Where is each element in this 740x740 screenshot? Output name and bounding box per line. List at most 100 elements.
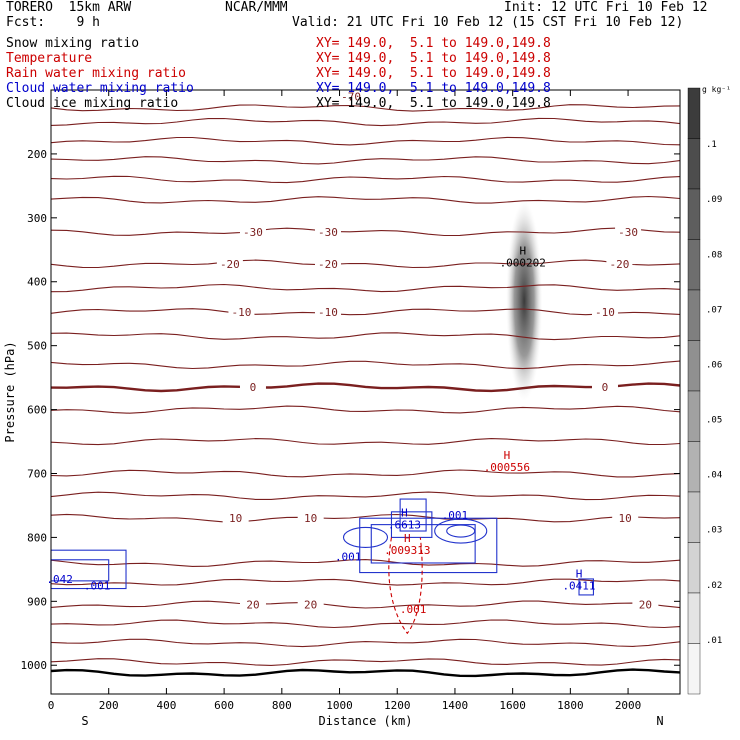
- y-axis-label: Pressure (hPa): [3, 341, 17, 442]
- colorbar-segment: [687, 390, 701, 442]
- legend-snow-xy: XY= 149.0, 5.1 to 149.0,149.8: [316, 36, 551, 51]
- isotherm-line: [50, 136, 681, 146]
- isotherm-line: [50, 117, 681, 127]
- isotherm-line: [50, 600, 681, 609]
- legend-cloud-ice: Cloud ice mixing ratio: [6, 96, 179, 111]
- x-tick-label: 800: [272, 699, 292, 712]
- isotherm-label: 10: [619, 512, 632, 525]
- isotherm-label-bg: [591, 381, 618, 394]
- colorbar-segment: [687, 340, 701, 392]
- plot-area: [51, 90, 680, 694]
- isotherm-label-bg: [239, 381, 266, 394]
- colorbar-segment: [687, 592, 701, 644]
- cloud-water-contour: [359, 517, 498, 574]
- isotherm-line: [50, 578, 681, 586]
- x-tick-label: 600: [214, 699, 234, 712]
- cloud-water-contour: [399, 498, 427, 532]
- snow-shaded-region: [506, 200, 543, 402]
- x-axis-label: Distance (km): [319, 714, 413, 728]
- y-tick-label: 500: [27, 340, 47, 353]
- contour-value-label: .001: [400, 603, 427, 616]
- isotherm-line: [50, 668, 681, 678]
- isotherm-label-bg: [314, 257, 341, 270]
- colorbar-tick-label: .03: [706, 526, 722, 536]
- isotherm-label: -30: [243, 226, 263, 239]
- colorbar-tick-label: .07: [706, 305, 722, 315]
- legend-cloud-water-xy: XY= 149.0, 5.1 to 149.0,149.8: [316, 81, 551, 96]
- isotherm-line: [50, 227, 681, 237]
- legend-temperature-xy: XY= 149.0, 5.1 to 149.0,149.8: [316, 51, 551, 66]
- temperature-contours: -70 -30 -30 -30 -20 -20 -20 -10 -10 -10 0 0 10 10 10 20…: [50, 90, 681, 678]
- isotherm-label: -30: [318, 226, 338, 239]
- isotherm-line: [50, 104, 681, 112]
- maximum-marker: H: [504, 449, 511, 462]
- contour-value-label: .001: [335, 551, 362, 564]
- colorbar-segment: [687, 87, 701, 139]
- cloud-water-contour: [434, 518, 488, 544]
- isotherm-line: [50, 638, 681, 648]
- isotherm-line: [50, 259, 681, 269]
- colorbar-tick-label: .08: [706, 250, 722, 260]
- isotherm-line: [50, 619, 681, 629]
- maximum-value: .000556: [484, 461, 530, 474]
- isotherm-label-bg: [612, 512, 639, 525]
- isotherm-line: [50, 195, 681, 204]
- y-tick-label: 700: [27, 467, 47, 480]
- x-tick-label: 1200: [384, 699, 411, 712]
- cloud-water-contour: [370, 524, 476, 564]
- colorbar-tick-label: .01: [706, 636, 722, 646]
- cloud-water-contour: [342, 526, 389, 548]
- plot-border: [50, 89, 681, 695]
- isotherm-line: [50, 658, 681, 666]
- isotherm-label-bg: [222, 512, 249, 525]
- legend-temperature: Temperature: [6, 51, 93, 66]
- contour-value-label: .001: [84, 579, 111, 592]
- isotherm-label: 20: [304, 599, 317, 612]
- colorbar-segment: [687, 188, 701, 240]
- colorbar-tick-label: .09: [706, 195, 722, 205]
- isotherm-label-bg: [239, 225, 266, 238]
- legend-rain-xy: XY= 149.0, 5.1 to 149.0,149.8: [316, 66, 551, 81]
- axes: 0 200 400 600 800 1000 1200 1400 1600 1800 2000200…: [3, 90, 680, 728]
- isotherm-label-bg: [239, 598, 266, 611]
- isotherm-label-bg: [216, 257, 243, 270]
- x-tick-label: 1400: [442, 699, 469, 712]
- isotherm-label: -10: [595, 306, 615, 319]
- isotherm-line: [50, 175, 681, 184]
- colorbar-tick-label: .05: [706, 416, 722, 426]
- colorbar-segment: [687, 441, 701, 493]
- legend-cloud-ice-xy: XY= 149.0, 5.1 to 149.0,149.8: [316, 96, 551, 111]
- legend-snow: Snow mixing ratio: [6, 36, 140, 51]
- y-tick-label: 200: [27, 148, 47, 161]
- rain-contour: [388, 537, 423, 635]
- isotherm-line: [50, 438, 681, 446]
- maximum-marker: H: [519, 245, 526, 258]
- isotherm-label: 10: [229, 512, 242, 525]
- colorbar-segment: [687, 542, 701, 594]
- x-tick-label: 400: [156, 699, 176, 712]
- isotherm-label: -20: [318, 258, 338, 271]
- isotherm-line: [50, 513, 681, 523]
- y-tick-label: 900: [27, 595, 47, 608]
- isotherm-line: [50, 469, 681, 478]
- maximum-value: .000202: [500, 257, 546, 270]
- org-label: NCAR/MMM: [225, 0, 288, 15]
- plot-background: [51, 90, 680, 694]
- colorbar-segment: [687, 643, 701, 695]
- isotherm-label: 0: [602, 381, 609, 394]
- colorbar-segment: [687, 491, 701, 543]
- rain-contours: [388, 537, 423, 635]
- isotherm-label: 20: [246, 599, 259, 612]
- valid-time: Valid: 21 UTC Fri 10 Feb 12 (15 CST Fri …: [292, 15, 684, 30]
- isotherm-label: -20: [220, 258, 240, 271]
- colorbar-unit: g kg⁻¹: [702, 85, 731, 94]
- contour-value-label: .001: [442, 509, 469, 522]
- maximum-value: .009313: [384, 544, 430, 557]
- isotherm-label-bg: [615, 225, 642, 238]
- isotherm-label: -70: [341, 90, 361, 103]
- colorbar-tick-label: .02: [706, 581, 722, 591]
- cloud-water-contour: [446, 524, 476, 538]
- colorbar: .01 .02 .03 .04 .05 .06 .07 .08 .09 .1 g kg⁻¹: [687, 85, 731, 695]
- y-tick-label: 400: [27, 276, 47, 289]
